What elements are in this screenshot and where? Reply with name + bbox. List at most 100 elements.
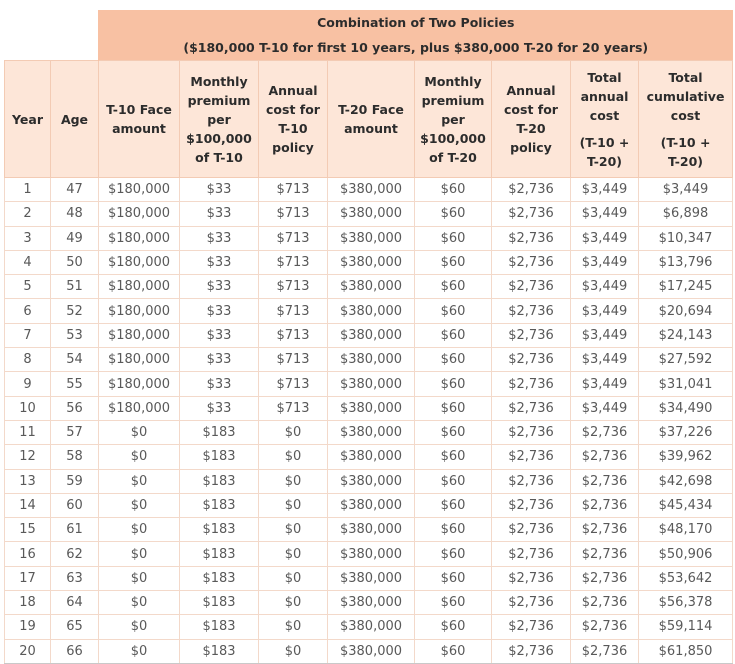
cell-t20-annual-cost: $2,736 [491, 541, 571, 567]
cell-t20-annual-cost: $2,736 [491, 590, 571, 616]
cell-year: 7 [4, 322, 51, 349]
column-header-line: premium [187, 92, 251, 108]
cell-age: 53 [50, 322, 99, 349]
table-row: 14 60 $0 $183 $0 $380,000 $60 $2,736 $2,736 $45,4… [4, 492, 734, 519]
cell-t10-monthly-premium: $33 [179, 201, 259, 227]
column-header-line: cost for [504, 102, 558, 117]
cell-year: 16 [4, 541, 51, 567]
cell-total-annual-cost: $3,449 [570, 225, 639, 251]
cell-t10-face-amount: $0 [98, 419, 180, 446]
cell-t10-face-amount: $0 [98, 517, 180, 543]
cell-t20-annual-cost: $2,736 [491, 176, 571, 203]
column-header-line: Annual [268, 83, 318, 98]
cell-year: 19 [4, 614, 51, 640]
cell-t20-annual-cost: $2,736 [491, 201, 571, 227]
cell-total-cumulative-cost: $10,347 [637, 225, 734, 251]
cell-t10-monthly-premium: $33 [179, 322, 259, 349]
cell-t20-monthly-premium: $60 [414, 298, 492, 324]
cell-total-annual-cost: $2,736 [570, 590, 639, 616]
cell-t20-annual-cost: $2,736 [491, 395, 571, 421]
column-header-line: Age [60, 111, 89, 127]
cell-year: 11 [4, 419, 51, 446]
column-header-line: T-20) [668, 153, 704, 169]
cell-t10-annual-cost: $0 [258, 419, 328, 446]
cell-year: 2 [4, 201, 51, 227]
cell-total-cumulative-cost: $24,143 [637, 322, 734, 349]
cell-t10-monthly-premium: $33 [179, 176, 259, 203]
column-header-total-cumulative-cost: Total cumulative cost (T-10 + T-20) [637, 60, 734, 178]
cell-t10-face-amount: $0 [98, 590, 180, 616]
table-row: 7 53 $180,000 $33 $713 $380,000 $60 $2,736 $3,44… [4, 322, 734, 349]
cell-year: 5 [4, 274, 51, 300]
cell-t10-monthly-premium: $183 [179, 492, 259, 519]
cell-total-cumulative-cost: $37,226 [637, 419, 734, 446]
cell-t10-face-amount: $180,000 [98, 225, 180, 251]
cell-t20-face-amount: $380,000 [327, 638, 415, 664]
cell-age: 47 [50, 176, 99, 203]
cell-total-cumulative-cost: $56,378 [637, 590, 734, 616]
cell-total-annual-cost: $3,449 [570, 347, 639, 373]
cell-t10-annual-cost: $713 [258, 347, 328, 373]
cell-age: 57 [50, 419, 99, 446]
cell-t10-face-amount: $180,000 [98, 274, 180, 300]
column-header-line: Year [12, 111, 43, 127]
cell-t20-annual-cost: $2,736 [491, 274, 571, 300]
table-row: 12 58 $0 $183 $0 $380,000 $60 $2,736 $2,736 $39,9… [4, 444, 734, 470]
table-row: 20 66 $0 $183 $0 $380,000 $60 $2,736 $2,736 $61,8… [4, 638, 734, 664]
cell-total-cumulative-cost: $45,434 [637, 492, 734, 519]
cell-t20-annual-cost: $2,736 [491, 565, 571, 592]
cell-age: 61 [50, 517, 99, 543]
cell-age: 55 [50, 371, 99, 397]
column-header-line: amount [112, 121, 166, 136]
cell-t20-annual-cost: $2,736 [491, 347, 571, 373]
cell-t10-annual-cost: $0 [258, 444, 328, 470]
cell-age: 48 [50, 201, 99, 227]
column-header-line: $100,000 [420, 130, 486, 146]
cell-t20-monthly-premium: $60 [414, 614, 492, 640]
cell-t20-monthly-premium: $60 [414, 322, 492, 349]
cell-year: 17 [4, 565, 51, 592]
cell-t20-monthly-premium: $60 [414, 419, 492, 446]
cell-t10-face-amount: $0 [98, 492, 180, 519]
cell-t20-monthly-premium: $60 [414, 517, 492, 543]
cell-year: 12 [4, 444, 51, 470]
column-header-total-annual-cost: Total annual cost (T-10 + T-20) [570, 60, 639, 178]
cell-t20-monthly-premium: $60 [414, 225, 492, 251]
column-header-line: Total [587, 69, 622, 85]
cell-total-cumulative-cost: $27,592 [637, 347, 734, 373]
table-row: 10 56 $180,000 $33 $713 $380,000 $60 $2,736 $3,4… [4, 395, 734, 421]
cell-total-annual-cost: $2,736 [570, 444, 639, 470]
column-header-t20-face-amount: T-20 Face amount [327, 60, 415, 178]
cell-t20-monthly-premium: $60 [414, 249, 492, 276]
column-header-line: per [441, 111, 465, 127]
cell-total-cumulative-cost: $34,490 [637, 395, 734, 421]
cell-year: 3 [4, 225, 51, 251]
cell-t10-monthly-premium: $183 [179, 517, 259, 543]
policy-table-page: Combination of Two Policies ($180,000 T-… [4, 10, 734, 664]
cell-age: 65 [50, 614, 99, 640]
cell-t10-monthly-premium: $183 [179, 419, 259, 446]
cell-year: 18 [4, 590, 51, 616]
column-header-line: T-20 Face [338, 102, 404, 117]
cell-t10-monthly-premium: $183 [179, 614, 259, 640]
cell-t20-face-amount: $380,000 [327, 347, 415, 373]
column-header-t20-annual-cost: Annual cost for T-20 policy [491, 60, 571, 178]
cell-t20-annual-cost: $2,736 [491, 225, 571, 251]
cell-age: 60 [50, 492, 99, 519]
cell-age: 49 [50, 225, 99, 251]
cell-total-cumulative-cost: $13,796 [637, 249, 734, 276]
cell-total-cumulative-cost: $42,698 [637, 468, 734, 494]
column-header-line: annual [580, 88, 629, 104]
cell-t10-annual-cost: $0 [258, 517, 328, 543]
cell-age: 59 [50, 468, 99, 494]
cell-total-annual-cost: $3,449 [570, 298, 639, 324]
cell-total-annual-cost: $3,449 [570, 201, 639, 227]
cell-t10-monthly-premium: $33 [179, 347, 259, 373]
column-header-age: Age [50, 60, 99, 178]
cell-t20-face-amount: $380,000 [327, 176, 415, 203]
cell-age: 56 [50, 395, 99, 421]
cell-total-cumulative-cost: $50,906 [637, 541, 734, 567]
cell-t10-monthly-premium: $33 [179, 249, 259, 276]
cell-t20-face-amount: $380,000 [327, 468, 415, 494]
cell-t10-face-amount: $0 [98, 638, 180, 664]
